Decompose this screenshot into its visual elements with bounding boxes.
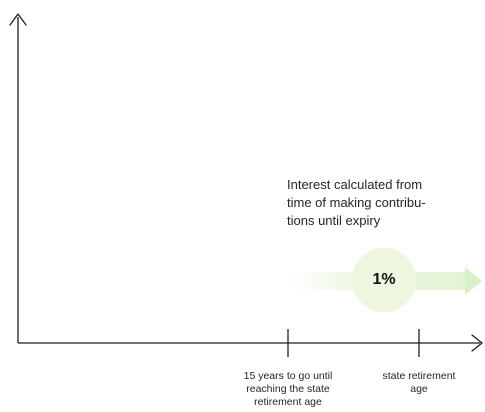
annotation-line-3: tions until expiry [287,213,381,228]
interest-rate-value: 1% [372,271,396,288]
tick-label-1-line-2: reaching the state [246,383,330,395]
y-axis-arrowhead [9,13,27,26]
tick-label-1-line-3: retirement age [254,396,322,408]
tick-label-2-line-1: state retirement [382,370,456,382]
interest-annotation: Interest calculated from time of making … [287,176,477,230]
tick-label-1-line-1: 15 years to go until [243,370,333,382]
tick-label-2-line-2: age [410,383,428,395]
interest-rate-badge: 1% [352,248,416,312]
x-axis-arrowhead [471,334,483,352]
annotation-line-2: time of making contribu- [287,195,426,210]
annotation-line-1: Interest calculated from [287,177,423,192]
x-axis-tick-label-2: state retirement age [360,370,478,396]
x-axis-tick-label-1: 15 years to go until reaching the state … [223,370,353,412]
